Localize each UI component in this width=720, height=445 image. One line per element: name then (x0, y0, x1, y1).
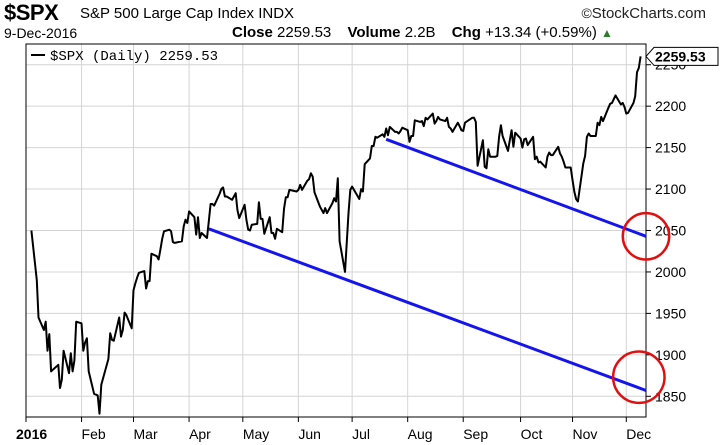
y-tick-label: 1850 (655, 388, 686, 404)
grid-lines (25, 44, 646, 417)
up-arrow-icon: ▲ (600, 26, 613, 40)
x-axis: 2016 Feb Mar Apr May Jun Jul Aug Sep Oct Nov Dec (16, 417, 651, 442)
copyright-icon: © (581, 5, 592, 21)
trendline (208, 227, 647, 392)
y-tick-label: 2150 (655, 140, 686, 156)
change-value: +13.34 (+0.59%) (485, 24, 597, 41)
y-tick-label: 1950 (655, 305, 686, 321)
y-tick-label: 1900 (655, 347, 686, 363)
trendline (385, 137, 647, 238)
ticker-symbol: $SPX (4, 0, 59, 25)
highlight-circles (611, 211, 671, 405)
quote-values: Close 2259.53 Volume 2.2B Chg +13.34 (+0… (232, 24, 613, 41)
y-tick-label: 2200 (655, 98, 686, 114)
close-value: 2259.53 (277, 24, 332, 41)
spx-price-line (30, 56, 642, 415)
last-value-marker: 2259.53 (645, 46, 719, 66)
legend-label: $SPX (Daily) 2259.53 (50, 49, 218, 65)
last-value-pointer (645, 46, 719, 66)
quote-bar: 9-Dec-2016 Close 2259.53 Volume 2.2B Chg… (0, 24, 720, 44)
brand-watermark: ©StockCharts.com (581, 5, 706, 22)
y-tick-label: 2100 (655, 181, 686, 197)
trendlines (208, 137, 647, 392)
highlight-circle (611, 350, 666, 405)
volume-value: 2.2B (404, 24, 436, 41)
brand-name: StockCharts.com (591, 5, 706, 22)
y-axis: 185019001950200020502100215022002250 (646, 57, 686, 404)
exchange-code: INDX (258, 5, 295, 22)
x-tick-label: Jun (298, 426, 321, 442)
x-tick-label: Jul (352, 426, 370, 442)
x-tick-label: Nov (573, 426, 598, 442)
highlight-circle (621, 211, 671, 261)
x-tick-label: Oct (521, 426, 543, 442)
volume-label: Volume (347, 24, 401, 41)
x-tick-label: Dec (626, 426, 651, 442)
y-tick-label: 2000 (655, 264, 686, 280)
quote-date: 9-Dec-2016 (4, 25, 78, 41)
x-tick-label: Mar (134, 426, 158, 442)
x-tick-label: May (243, 426, 269, 442)
x-tick-label: Apr (189, 426, 211, 442)
x-tick-label: Feb (82, 426, 106, 442)
y-tick-label: 2050 (655, 223, 686, 239)
x-tick-label: Aug (408, 426, 433, 442)
x-tick-label: 2016 (16, 426, 47, 442)
chart-legend: $SPX (Daily) 2259.53 (31, 49, 218, 65)
close-label: Close (232, 24, 273, 41)
index-name: S&P 500 Large Cap Index INDX (80, 5, 294, 22)
index-full-name: S&P 500 Large Cap Index (80, 5, 255, 22)
chart-title-bar: $SPX S&P 500 Large Cap Index INDX ©Stock… (0, 0, 720, 26)
x-tick-label: Sep (463, 426, 488, 442)
change-label: Chg (451, 24, 481, 41)
last-value-label: 2259.53 (655, 48, 706, 64)
